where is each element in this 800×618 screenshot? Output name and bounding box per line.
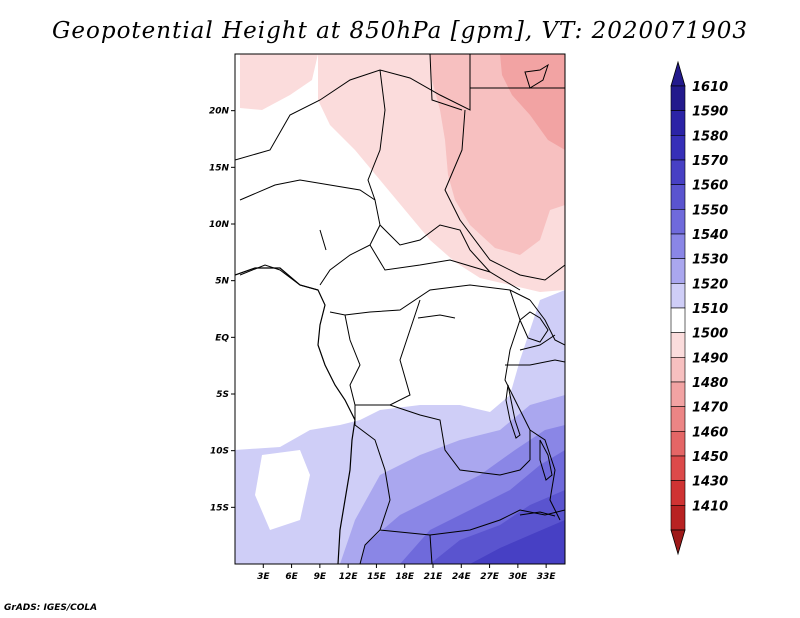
map-frame	[234, 53, 566, 565]
colorbar-label-1580: 1580	[692, 129, 728, 144]
lon-tick-label-0: 3E	[257, 572, 270, 582]
footer-credit: GrADS: IGES/COLA	[4, 603, 98, 613]
colorbar-swatch-1480	[670, 381, 686, 407]
contour-1500-west	[240, 54, 318, 110]
colorbar-label-1520: 1520	[692, 277, 728, 292]
colorbar-label-1560: 1560	[692, 179, 728, 194]
colorbar-label-1490: 1490	[692, 351, 728, 366]
colorbar-swatch-1580	[670, 135, 686, 161]
coastline	[235, 267, 356, 564]
lon-tick-label-4: 15E	[367, 572, 387, 582]
colorbar-bottom-arrow	[670, 529, 686, 556]
colorbar-swatch-1470	[670, 406, 686, 432]
contour-1570	[470, 520, 565, 564]
colorbar-label-1410: 1410	[692, 499, 728, 514]
colorbar-label-1590: 1590	[692, 105, 728, 120]
lon-tick-label-1: 6E	[285, 572, 298, 582]
colorbar-label-1540: 1540	[692, 228, 728, 243]
lon-tick-label-5: 18E	[395, 572, 415, 582]
colorbar-label-1480: 1480	[692, 376, 728, 391]
lat-tick-label-5: 5S	[216, 390, 229, 400]
colorbar-label-1460: 1460	[692, 425, 728, 440]
colorbar-swatch-1570	[670, 159, 686, 185]
colorbar-swatch-1530	[670, 258, 686, 284]
colorbar-label-1510: 1510	[692, 302, 728, 317]
lat-tick-label-6: 10S	[210, 447, 229, 457]
lon-tick-label-2: 9E	[314, 572, 327, 582]
lat-tick-label-7: 15S	[210, 503, 229, 513]
colorbar-swatch-1550	[670, 209, 686, 235]
colorbar-label-1530: 1530	[692, 253, 728, 268]
lon-tick-label-7: 24E	[452, 572, 472, 582]
lon-tick-label-8: 27E	[480, 572, 500, 582]
colorbar: 1610 1590 1580 1570 1560 1550 1540 1530 1520 1510…	[670, 60, 728, 556]
colorbar-label-1500: 1500	[692, 327, 728, 342]
colorbar-label-1450: 1450	[692, 450, 728, 465]
height-field	[235, 54, 565, 564]
lat-tick-label-0: 20N	[209, 107, 230, 117]
lon-tick-label-9: 30E	[509, 572, 529, 582]
colorbar-swatch-1430	[670, 480, 686, 506]
colorbar-label-1610: 1610	[692, 80, 728, 95]
lon-tick-label-6: 21E	[424, 572, 444, 582]
lat-tick-label-3: 5N	[215, 277, 229, 287]
colorbar-label-1430: 1430	[692, 475, 728, 490]
colorbar-swatch-1410	[670, 505, 686, 531]
colorbar-swatch-1450	[670, 455, 686, 481]
lat-tick-label-2: 10N	[209, 220, 230, 230]
colorbar-top-arrow	[670, 60, 686, 87]
colorbar-swatch-1610	[670, 85, 686, 111]
colorbar-label-1570: 1570	[692, 154, 728, 169]
colorbar-label-1550: 1550	[692, 203, 728, 218]
colorbar-swatch-1460	[670, 431, 686, 457]
colorbar-swatch-1520	[670, 283, 686, 309]
colorbar-swatch-1560	[670, 184, 686, 210]
colorbar-swatch-1590	[670, 110, 686, 136]
contour-1480	[500, 54, 565, 150]
colorbar-swatch-1490	[670, 357, 686, 383]
lat-tick-label-1: 15N	[209, 163, 230, 173]
lon-tick-label-10: 33E	[537, 572, 557, 582]
contour-1520-inner-white	[255, 450, 310, 530]
longitude-axis: 3E 6E 9E 12E 15E 18E 21E 24E 27E 30E 33E	[257, 564, 556, 582]
colorbar-swatch-1540	[670, 233, 686, 259]
colorbar-swatch-1510	[670, 307, 686, 333]
colorbar-swatch-1500	[670, 332, 686, 358]
lakes	[319, 63, 556, 517]
chart-title: Geopotential Height at 850hPa [gpm], VT:…	[52, 18, 748, 44]
lon-tick-label-3: 12E	[339, 572, 359, 582]
latitude-axis: 20N 15N 10N 5N EQ 5S 10S 15S	[209, 107, 235, 513]
colorbar-label-1470: 1470	[692, 401, 728, 416]
lat-tick-label-4: EQ	[215, 333, 229, 343]
